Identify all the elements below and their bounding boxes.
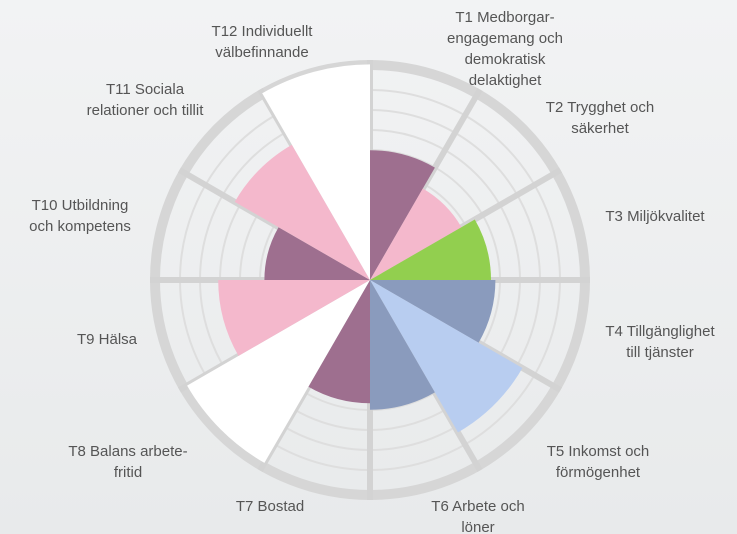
category-label: T2 Trygghet och [546, 99, 654, 116]
category-label: till tjänster [626, 344, 694, 361]
sector [187, 280, 370, 463]
category-label: säkerhet [571, 120, 629, 137]
category-label: T6 Arbete och [431, 498, 524, 515]
category-label: relationer och tillit [87, 102, 205, 119]
sector [370, 188, 462, 280]
sector [218, 280, 370, 356]
category-label: löner [461, 519, 494, 534]
category-label: engagemang och [447, 30, 563, 47]
category-label: och kompetens [29, 218, 131, 235]
category-label: T8 Balans arbete- [68, 443, 187, 460]
sector [370, 280, 523, 433]
category-label: T12 Individuellt [212, 23, 314, 40]
category-label: T9 Hälsa [77, 331, 138, 348]
category-label: förmögenhet [556, 464, 641, 481]
category-label: T3 Miljökvalitet [605, 208, 705, 225]
category-label: T1 Medborgar- [455, 9, 554, 26]
sector [264, 227, 370, 280]
category-label: T7 Bostad [236, 498, 304, 515]
category-label: T5 Inkomst och [547, 443, 650, 460]
sector [370, 280, 496, 343]
category-label: fritid [114, 464, 142, 481]
category-label: demokratisk [465, 51, 546, 68]
sector [234, 144, 370, 280]
category-label: T4 Tillgänglighet [605, 323, 715, 340]
category-label: välbefinnande [215, 44, 308, 61]
category-label: delaktighet [469, 72, 542, 89]
category-label: T10 Utbildning [32, 197, 129, 214]
sector [370, 150, 435, 280]
sectors [187, 64, 523, 463]
category-label: T11 Sociala [106, 81, 185, 98]
sector [308, 280, 370, 404]
labels: T1 Medborgar-engagemang och demokratisk de… [29, 9, 715, 534]
sector [370, 219, 491, 280]
sector [370, 280, 435, 410]
sector [262, 64, 370, 281]
